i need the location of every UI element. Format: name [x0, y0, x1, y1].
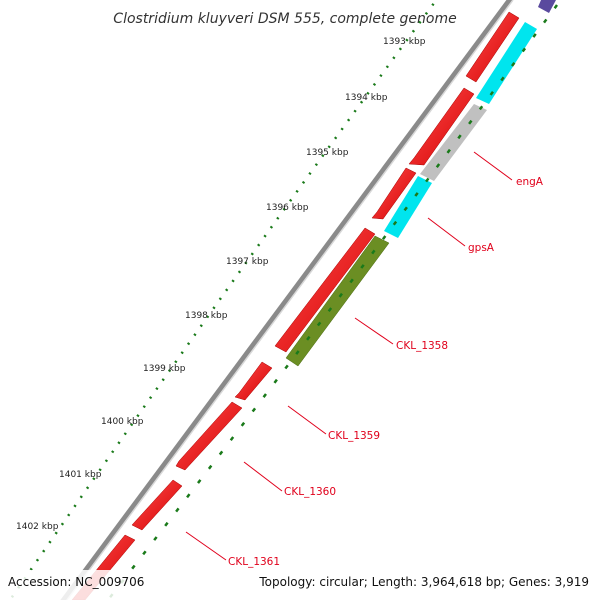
cds-feature — [234, 361, 273, 401]
cds-feature — [175, 401, 243, 471]
genome-summary-text: Topology: circular; Length: 3,964,618 bp… — [258, 575, 589, 589]
map-title: Clostridium kluyveri DSM 555, complete g… — [113, 11, 456, 27]
gene-label: gpsA — [468, 242, 495, 254]
gene-track-inner — [285, 0, 556, 367]
accession-text: Accession: NC_009706 — [8, 575, 144, 589]
cds-feature — [274, 227, 376, 353]
scale-label: 1395 kbp — [306, 148, 349, 158]
scale-dots — [8, 0, 438, 600]
scale-label: 1401 kbp — [59, 470, 102, 480]
leader-gpsA — [427, 217, 466, 247]
cds-feature — [371, 167, 417, 220]
genome-backbone — [60, 0, 513, 600]
gene-feature-cyan — [476, 22, 537, 104]
leader-ckl1361 — [185, 531, 227, 561]
gene-feature-olive — [285, 235, 390, 367]
gene-label: CKL_1359 — [328, 430, 380, 442]
gene-feature-purple — [538, 0, 556, 13]
gene-label: engA — [516, 176, 544, 188]
footer-background — [0, 570, 600, 600]
leader-ckl1359 — [287, 405, 327, 435]
scale-label: 1396 kbp — [266, 203, 309, 213]
scale-label: 1400 kbp — [101, 417, 144, 427]
scale-label: 1393 kbp — [383, 37, 426, 47]
gene-label: CKL_1358 — [396, 340, 448, 352]
scale-label: 1399 kbp — [143, 364, 186, 374]
gene-label: CKL_1360 — [284, 486, 336, 498]
cds-feature — [465, 11, 520, 83]
scale-label: 1397 kbp — [226, 257, 269, 267]
cds-feature — [408, 87, 475, 166]
leader-engA — [473, 151, 513, 181]
label-leaders — [185, 151, 513, 561]
scale-labels: 1393 kbp 1394 kbp 1395 kbp 1396 kbp 1397… — [16, 37, 426, 532]
cds-feature — [131, 479, 183, 531]
leader-ckl1360 — [243, 461, 283, 492]
gene-label: CKL_1361 — [228, 556, 280, 568]
scale-track — [8, 0, 438, 600]
cds-track-outer — [71, 11, 520, 600]
scale-label: 1402 kbp — [16, 522, 59, 532]
scale-label: 1394 kbp — [345, 93, 388, 103]
genome-backbone-highlight — [66, 0, 514, 600]
leader-ckl1358 — [354, 317, 394, 345]
gene-labels: engA gpsA CKL_1358 CKL_1359 CKL_1360 CKL… — [228, 176, 544, 568]
scale-label: 1398 kbp — [185, 311, 228, 321]
